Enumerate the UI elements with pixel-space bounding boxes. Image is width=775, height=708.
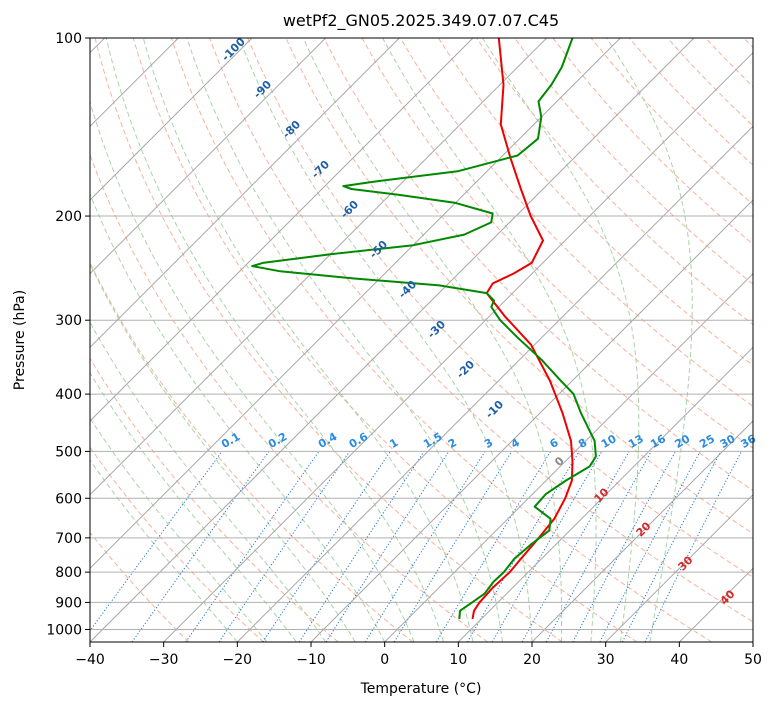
dry-adiabat xyxy=(132,38,638,642)
axes: −40 −30 −20 −10 0 10 20 30 40 50 100 200 300 400 500 60… xyxy=(46,31,762,668)
moist-adiabat xyxy=(90,262,356,642)
y-tick-label: 300 xyxy=(55,313,82,329)
dry-adiabat xyxy=(90,531,190,642)
dry-adiabat xyxy=(94,38,563,642)
dry-adiabat xyxy=(90,153,488,642)
y-tick-label: 900 xyxy=(55,595,82,611)
x-tick-label: −10 xyxy=(296,652,326,668)
mixing-ratio-line xyxy=(599,451,701,642)
dewpoint-profile xyxy=(251,38,597,620)
y-tick-label: 500 xyxy=(55,444,82,460)
isotherm xyxy=(90,38,327,275)
moist-adiabat xyxy=(90,459,238,642)
moist-adiabat xyxy=(606,38,693,642)
moist-adiabat xyxy=(186,38,503,642)
mixing-ratio-line xyxy=(298,451,425,642)
mixing-ratio-line xyxy=(185,451,320,642)
moist-adiabat xyxy=(382,38,597,642)
x-tick-label: −40 xyxy=(75,652,105,668)
mixing-ratio-line xyxy=(621,451,722,642)
x-tick-label: −30 xyxy=(149,652,179,668)
isotherm xyxy=(163,51,753,642)
isotherm xyxy=(90,38,621,570)
y-tick-label: 200 xyxy=(55,209,82,225)
y-tick-label: 1000 xyxy=(46,622,82,638)
moist-adiabat xyxy=(481,38,640,642)
isotherm xyxy=(384,272,753,642)
dry-adiabat xyxy=(209,38,753,623)
mixing-ratio-line xyxy=(393,451,513,642)
y-tick-label: 600 xyxy=(55,491,82,507)
background-lines xyxy=(90,38,753,642)
isotherm xyxy=(310,199,753,642)
x-tick-label: 40 xyxy=(670,652,688,668)
x-tick-label: 10 xyxy=(449,652,467,668)
dry-adiabat xyxy=(90,446,264,642)
dry-adiabat xyxy=(323,38,753,492)
isotherm xyxy=(236,125,753,642)
isotherm xyxy=(457,346,753,642)
x-tick-label: 50 xyxy=(744,652,762,668)
mixing-ratio-line xyxy=(521,451,630,642)
mixing-ratio-line xyxy=(364,451,486,642)
moist-adiabat xyxy=(302,38,563,642)
isotherm xyxy=(90,38,253,201)
x-tick-label: 20 xyxy=(523,652,541,668)
moist-adiabat xyxy=(90,321,327,642)
mixing-ratio-line xyxy=(545,451,652,642)
moist-adiabat xyxy=(90,192,386,642)
mixing-ratio-line xyxy=(262,451,391,642)
isotherm xyxy=(90,38,400,349)
mixing-ratio-line xyxy=(572,451,676,642)
x-tick-label: 30 xyxy=(597,652,615,668)
dry-adiabat xyxy=(90,357,339,642)
dry-adiabat xyxy=(170,38,712,642)
mixing-ratio-line xyxy=(435,451,552,642)
mixing-ratio-line xyxy=(491,451,603,642)
y-tick-label: 100 xyxy=(55,31,82,47)
moist-adiabat xyxy=(105,38,445,642)
x-axis-label: Temperature (°C) xyxy=(360,681,482,697)
isotherm xyxy=(90,38,474,422)
chart-title: wetPf2_GN05.2025.349.07.07.C45 xyxy=(283,11,559,31)
moist-adiabat xyxy=(90,417,268,642)
mixing-ratio-line xyxy=(467,451,580,642)
profile-lines xyxy=(251,38,597,620)
isotherm xyxy=(531,420,753,642)
y-tick-label: 400 xyxy=(55,387,82,403)
dry-adiabat xyxy=(514,38,753,285)
dry-adiabat xyxy=(437,38,753,366)
plot-frame xyxy=(89,37,754,643)
moist-adiabat xyxy=(238,38,533,642)
dry-adiabat xyxy=(399,38,753,408)
x-tick-label: −20 xyxy=(223,652,253,668)
mixing-ratio-line xyxy=(90,451,223,632)
y-axis-label: Pressure (hPa) xyxy=(12,290,28,390)
moist-adiabat xyxy=(142,38,474,642)
x-tick-label: 0 xyxy=(380,652,389,668)
isotherm xyxy=(90,38,695,642)
y-tick-label: 800 xyxy=(55,565,82,581)
isotherm xyxy=(605,493,753,642)
temperature-profile xyxy=(471,38,574,620)
y-tick-label: 700 xyxy=(55,531,82,547)
isotherm xyxy=(90,38,548,496)
